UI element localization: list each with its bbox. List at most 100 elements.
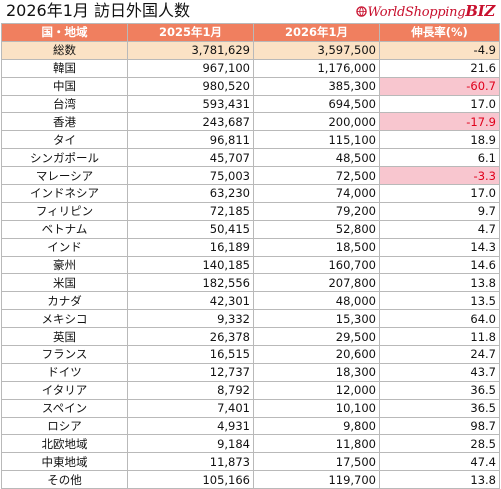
table-row: 豪州 140,185 160,700 14.6 [1,255,500,275]
value-2026-cell: 74,000 [253,184,380,203]
value-2026-cell: 18,500 [253,237,380,257]
region-cell: 韓国 [1,58,128,78]
region-cell: スペイン [1,398,128,418]
region-cell: 香港 [1,112,128,132]
column-header-growth: 伸長率(%) [379,23,500,42]
column-header-2025: 2025年1月 [127,23,254,42]
value-2025-cell: 105,166 [127,470,254,489]
value-2025-cell: 3,781,629 [127,40,254,60]
table-row: ロシア 4,931 9,800 98.7 [1,416,500,436]
table-row: その他 105,166 119,700 13.8 [1,470,500,489]
value-2026-cell: 18,300 [253,362,380,382]
value-2025-cell: 7,401 [127,398,254,418]
value-2025-cell: 4,931 [127,416,254,436]
value-2026-cell: 72,500 [253,166,380,186]
value-2025-cell: 9,332 [127,309,254,329]
value-2025-cell: 12,737 [127,362,254,382]
growth-rate-cell: 17.0 [379,184,500,203]
region-cell: 豪州 [1,255,128,275]
growth-rate-cell: 43.7 [379,362,500,382]
growth-rate-cell: 47.4 [379,452,500,472]
table-row: インドネシア 63,230 74,000 17.0 [1,184,500,203]
value-2026-cell: 10,100 [253,398,380,418]
growth-rate-cell: 21.6 [379,58,500,78]
value-2026-cell: 20,600 [253,345,380,364]
value-2026-cell: 9,800 [253,416,380,436]
table-row: カナダ 42,301 48,000 13.5 [1,291,500,311]
value-2025-cell: 72,185 [127,201,254,221]
table-row-total: 総数 3,781,629 3,597,500 -4.9 [1,40,500,60]
value-2026-cell: 115,100 [253,130,380,150]
value-2025-cell: 8,792 [127,380,254,400]
table-row: 英国 26,378 29,500 11.8 [1,327,500,347]
growth-rate-cell: 13.8 [379,273,500,293]
logo-suffix-text: BIZ [465,2,495,20]
value-2025-cell: 42,301 [127,291,254,311]
value-2025-cell: 593,431 [127,94,254,114]
table-row: フィリピン 72,185 79,200 9.7 [1,201,500,221]
region-cell: 総数 [1,40,128,60]
table-header-row: 国・地域 2025年1月 2026年1月 伸長率(%) [1,23,500,42]
growth-rate-cell: 6.1 [379,148,500,168]
value-2026-cell: 207,800 [253,273,380,293]
value-2026-cell: 694,500 [253,94,380,114]
value-2026-cell: 48,500 [253,148,380,168]
value-2026-cell: 160,700 [253,255,380,275]
table-row: シンガポール 45,707 48,500 6.1 [1,148,500,168]
growth-rate-cell: -60.7 [379,76,500,96]
value-2026-cell: 11,800 [253,434,380,454]
growth-rate-cell: 64.0 [379,309,500,329]
region-cell: 中東地域 [1,452,128,472]
growth-rate-cell: 17.0 [379,94,500,114]
table-row: タイ 96,811 115,100 18.9 [1,130,500,150]
table-row: メキシコ 9,332 15,300 64.0 [1,309,500,329]
region-cell: イタリア [1,380,128,400]
growth-rate-cell: 24.7 [379,345,500,364]
table-row: 韓国 967,100 1,176,000 21.6 [1,58,500,78]
table-row: 台湾 593,431 694,500 17.0 [1,94,500,114]
value-2025-cell: 63,230 [127,184,254,203]
table-row: ドイツ 12,737 18,300 43.7 [1,362,500,382]
region-cell: シンガポール [1,148,128,168]
region-cell: 米国 [1,273,128,293]
region-cell: タイ [1,130,128,150]
growth-rate-cell: 4.7 [379,219,500,239]
table-row: イタリア 8,792 12,000 36.5 [1,380,500,400]
value-2026-cell: 1,176,000 [253,58,380,78]
region-cell: マレーシア [1,166,128,186]
visitor-stats-table: 国・地域 2025年1月 2026年1月 伸長率(%) 総数 3,781,629 3… [1,23,500,489]
region-cell: ロシア [1,416,128,436]
region-cell: 中国 [1,76,128,96]
value-2025-cell: 50,415 [127,219,254,239]
value-2025-cell: 967,100 [127,58,254,78]
value-2026-cell: 29,500 [253,327,380,347]
growth-rate-cell: 98.7 [379,416,500,436]
growth-rate-cell: 14.3 [379,237,500,257]
table-body: 総数 3,781,629 3,597,500 -4.9 韓国 967,100 1,176,0… [1,40,500,489]
value-2025-cell: 75,003 [127,166,254,186]
table-row: マレーシア 75,003 72,500 -3.3 [1,166,500,186]
growth-rate-cell: 18.9 [379,130,500,150]
growth-rate-cell: 11.8 [379,327,500,347]
column-header-region: 国・地域 [1,23,128,42]
table-row: 北欧地域 9,184 11,800 28.5 [1,434,500,454]
region-cell: インド [1,237,128,257]
column-header-2026: 2026年1月 [253,23,380,42]
page-title: 2026年1月 訪日外国人数 [6,1,190,20]
region-cell: 北欧地域 [1,434,128,454]
value-2025-cell: 96,811 [127,130,254,150]
growth-rate-cell: 13.5 [379,291,500,311]
value-2026-cell: 200,000 [253,112,380,132]
table-row: インド 16,189 18,500 14.3 [1,237,500,257]
value-2025-cell: 182,556 [127,273,254,293]
growth-rate-cell: -4.9 [379,40,500,60]
value-2025-cell: 980,520 [127,76,254,96]
region-cell: インドネシア [1,184,128,203]
growth-rate-cell: 13.8 [379,470,500,489]
value-2026-cell: 3,597,500 [253,40,380,60]
growth-rate-cell: 36.5 [379,398,500,418]
value-2026-cell: 12,000 [253,380,380,400]
value-2026-cell: 17,500 [253,452,380,472]
region-cell: その他 [1,470,128,489]
brand-logo: WorldShoppingBIZ [355,0,495,22]
